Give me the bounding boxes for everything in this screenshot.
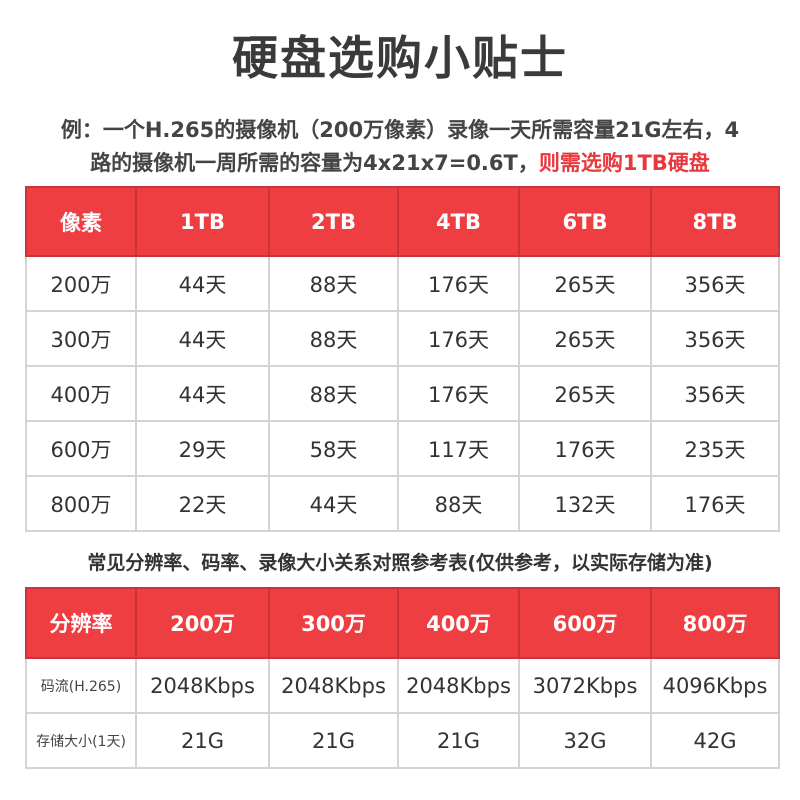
- table-cell: 800万: [25, 475, 137, 532]
- table-cell: 22天: [135, 475, 270, 532]
- table-row: 200万 44天 88天 176天 265天 356天: [25, 255, 780, 312]
- hdd-days-table: 像素 1TB 2TB 4TB 6TB 8TB 200万 44天 88天 176天 265天 356天 3…: [25, 186, 780, 532]
- header-cell: 600万: [518, 587, 652, 659]
- table-cell: 2048Kbps: [397, 657, 520, 714]
- note-line-2: 路的摄像机一周所需的容量为4x21x7=0.6T，则需选购1TB硬盘: [0, 147, 800, 177]
- table-cell: 400万: [25, 365, 137, 422]
- table-row: 存储大小(1天) 21G 21G 21G 32G 42G: [25, 712, 780, 769]
- header-cell: 6TB: [518, 186, 652, 257]
- table-cell: 176天: [397, 365, 520, 422]
- table-cell: 356天: [650, 255, 780, 312]
- table-cell: 2048Kbps: [135, 657, 270, 714]
- table-cell: 21G: [268, 712, 399, 769]
- table-cell: 88天: [268, 255, 399, 312]
- table-cell: 44天: [135, 255, 270, 312]
- table-cell: 265天: [518, 365, 652, 422]
- table-cell: 176天: [650, 475, 780, 532]
- table-cell: 2048Kbps: [268, 657, 399, 714]
- table-cell: 存储大小(1天): [25, 712, 137, 769]
- table-cell: 300万: [25, 310, 137, 367]
- note-text: 路的摄像机一周所需的容量为4x21x7=0.6T，: [90, 151, 539, 175]
- header-cell: 800万: [650, 587, 780, 659]
- table-row: 码流(H.265) 2048Kbps 2048Kbps 2048Kbps 3072Kbp…: [25, 657, 780, 714]
- header-cell: 分辨率: [25, 587, 137, 659]
- table-cell: 42G: [650, 712, 780, 769]
- table-cell: 176天: [397, 255, 520, 312]
- table-cell: 600万: [25, 420, 137, 477]
- bitrate-table: 分辨率 200万 300万 400万 600万 800万 码流(H.265) 2048Kbps…: [25, 587, 780, 769]
- table-cell: 3072Kbps: [518, 657, 652, 714]
- table-cell: 29天: [135, 420, 270, 477]
- table-header-row: 分辨率 200万 300万 400万 600万 800万: [25, 587, 780, 659]
- table-cell: 88天: [268, 365, 399, 422]
- note-highlight: 则需选购1TB硬盘: [538, 151, 710, 175]
- table-cell: 44天: [135, 310, 270, 367]
- table-cell: 88天: [397, 475, 520, 532]
- table-cell: 265天: [518, 255, 652, 312]
- header-cell: 400万: [397, 587, 520, 659]
- table-cell: 4096Kbps: [650, 657, 780, 714]
- table-cell: 356天: [650, 310, 780, 367]
- page-title: 硬盘选购小贴士: [232, 31, 568, 85]
- header-cell: 1TB: [135, 186, 270, 257]
- table-cell: 176天: [397, 310, 520, 367]
- bitrate-table-title: 常见分辨率、码率、录像大小关系对照参考表(仅供参考，以实际存储为准): [87, 552, 713, 574]
- table-cell: 58天: [268, 420, 399, 477]
- header-cell: 200万: [135, 587, 270, 659]
- header-cell: 300万: [268, 587, 399, 659]
- table-cell: 44天: [135, 365, 270, 422]
- table-cell: 235天: [650, 420, 780, 477]
- table-header-row: 像素 1TB 2TB 4TB 6TB 8TB: [25, 186, 780, 257]
- table-cell: 21G: [397, 712, 520, 769]
- table-cell: 32G: [518, 712, 652, 769]
- table-row: 600万 29天 58天 117天 176天 235天: [25, 420, 780, 477]
- table-cell: 88天: [268, 310, 399, 367]
- header-cell: 2TB: [268, 186, 399, 257]
- header-cell: 8TB: [650, 186, 780, 257]
- table-cell: 44天: [268, 475, 399, 532]
- table-row: 800万 22天 44天 88天 132天 176天: [25, 475, 780, 532]
- table-cell: 176天: [518, 420, 652, 477]
- header-cell: 像素: [25, 186, 137, 257]
- table-cell: 200万: [25, 255, 137, 312]
- table-row: 400万 44天 88天 176天 265天 356天: [25, 365, 780, 422]
- note-line-1: 例：一个H.265的摄像机（200万像素）录像一天所需容量21G左右，4: [60, 118, 740, 142]
- table-cell: 356天: [650, 365, 780, 422]
- table-cell: 132天: [518, 475, 652, 532]
- table-cell: 21G: [135, 712, 270, 769]
- table-cell: 265天: [518, 310, 652, 367]
- header-cell: 4TB: [397, 186, 520, 257]
- table-cell: 117天: [397, 420, 520, 477]
- table-row: 300万 44天 88天 176天 265天 356天: [25, 310, 780, 367]
- table-cell: 码流(H.265): [25, 657, 137, 714]
